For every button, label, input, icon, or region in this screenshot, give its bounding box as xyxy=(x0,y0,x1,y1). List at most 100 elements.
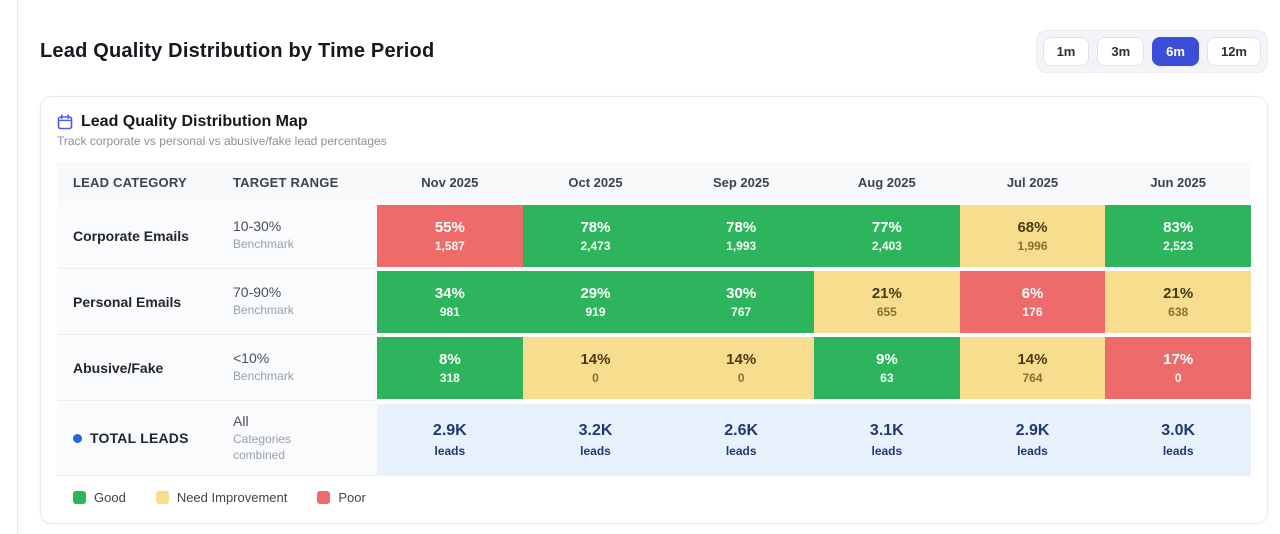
cell-count: 318 xyxy=(439,371,460,385)
total-month-cell: 3.0K leads xyxy=(1105,404,1251,477)
heatmap-cell: 8% 318 xyxy=(377,337,523,399)
cell-percentage: 78% xyxy=(580,219,611,236)
cell-percentage: 78% xyxy=(726,219,757,236)
lead-category-label: Corporate Emails xyxy=(73,227,189,244)
lead-category-label: Abusive/Fake xyxy=(73,359,164,376)
column-header-target-range: TARGET RANGE xyxy=(217,162,377,203)
heatmap-cell: 17% 0 xyxy=(1105,337,1251,399)
legend-item-good: Good xyxy=(73,490,126,505)
cell-count: 1,996 xyxy=(1017,239,1048,253)
total-leads-row: TOTAL LEADS All Categories combined 2.9K lea… xyxy=(57,401,1251,477)
total-unit-label: leads xyxy=(580,444,611,459)
heatmap-cell: 55% 1,587 xyxy=(377,205,523,267)
page-title: Lead Quality Distribution by Time Period xyxy=(40,39,435,62)
cell-percentage: 8% xyxy=(438,351,461,368)
table-row: Personal Emails 70-90% Benchmark 34% 981 29% 9… xyxy=(57,269,1251,335)
cell-percentage: 83% xyxy=(1163,219,1194,236)
total-month-cell: 2.9K leads xyxy=(377,404,523,477)
status-legend: Good Need Improvement Poor xyxy=(57,476,1251,509)
total-month-cell: 3.2K leads xyxy=(522,404,669,477)
heatmap-cell: 77% 2,403 xyxy=(814,205,960,267)
legend-swatch-poor xyxy=(317,491,331,505)
heatmap-cell: 83% 2,523 xyxy=(1105,205,1251,267)
time-range-button-3m[interactable]: 3m xyxy=(1097,36,1145,66)
target-range-value: 10-30% xyxy=(233,218,282,235)
total-month-cell: 2.6K leads xyxy=(668,404,814,477)
total-month-cell: 2.9K leads xyxy=(959,404,1106,477)
calendar-icon xyxy=(57,114,73,130)
table-header-row: LEAD CATEGORY TARGET RANGE Nov 2025 Oct 2… xyxy=(57,162,1251,203)
cell-count: 1,587 xyxy=(434,239,465,253)
legend-label: Need Improvement xyxy=(176,490,288,506)
heatmap-cell: 14% 0 xyxy=(668,337,814,399)
column-header-lead-category: LEAD CATEGORY xyxy=(57,162,217,203)
total-value: 3.2K xyxy=(578,422,613,440)
legend-item-warn: Need Improvement xyxy=(155,490,288,506)
cell-percentage: 6% xyxy=(1021,285,1044,302)
heatmap-cell: 9% 63 xyxy=(814,337,960,399)
target-range-sublabel: Benchmark xyxy=(233,237,294,252)
cell-count: 63 xyxy=(880,371,894,385)
heatmap-cell: 34% 981 xyxy=(377,271,523,333)
target-range-sublabel: Benchmark xyxy=(233,303,294,318)
total-value: 2.9K xyxy=(1015,422,1050,440)
heatmap-cell: 14% 764 xyxy=(959,337,1106,399)
total-unit-label: leads xyxy=(1162,444,1194,459)
time-range-button-1m[interactable]: 1m xyxy=(1042,36,1090,66)
column-header-month: Jun 2025 xyxy=(1105,162,1251,203)
cell-count: 0 xyxy=(1174,371,1182,385)
legend-swatch-warn xyxy=(155,491,169,505)
total-value: 3.0K xyxy=(1161,422,1196,440)
cell-count: 919 xyxy=(585,305,606,319)
target-range-cell: 70-90% Benchmark xyxy=(217,269,377,335)
cell-count: 981 xyxy=(439,305,460,319)
column-header-month: Sep 2025 xyxy=(668,162,814,203)
cell-count: 0 xyxy=(592,371,599,385)
column-header-month: Oct 2025 xyxy=(522,162,669,203)
cell-count: 764 xyxy=(1022,371,1043,385)
heatmap-cell: 30% 767 xyxy=(668,271,814,333)
heatmap-cell: 21% 655 xyxy=(814,271,960,333)
card-subtitle: Track corporate vs personal vs abusive/f… xyxy=(57,134,387,148)
target-range-cell: <10% Benchmark xyxy=(217,335,377,401)
total-value: 2.9K xyxy=(432,422,467,440)
total-unit-label: leads xyxy=(871,444,903,459)
time-range-button-6m[interactable]: 6m xyxy=(1152,36,1199,66)
heatmap-cell: 21% 638 xyxy=(1105,271,1251,333)
lead-category-cell: Corporate Emails xyxy=(57,203,217,269)
cell-percentage: 9% xyxy=(875,351,898,368)
legend-swatch-good xyxy=(73,491,86,505)
cell-count: 2,403 xyxy=(871,239,902,253)
total-target-value: All xyxy=(233,413,249,429)
table-row: Abusive/Fake <10% Benchmark 8% 318 14% 0 14% 0 9%… xyxy=(57,335,1251,401)
cell-percentage: 21% xyxy=(871,285,902,302)
cell-percentage: 29% xyxy=(580,285,611,302)
cell-count: 1,993 xyxy=(726,239,757,253)
legend-label: Good xyxy=(94,490,126,506)
page-edge-divider xyxy=(17,0,18,534)
lead-category-cell: Abusive/Fake xyxy=(57,335,217,401)
heatmap-cell: 29% 919 xyxy=(522,271,669,333)
column-header-month: Nov 2025 xyxy=(377,162,523,203)
target-range-value: <10% xyxy=(233,350,270,367)
cell-count: 2,473 xyxy=(580,239,611,253)
cell-count: 176 xyxy=(1022,305,1043,319)
cell-percentage: 30% xyxy=(726,285,757,302)
heatmap-cell: 6% 176 xyxy=(959,271,1106,333)
cell-count: 767 xyxy=(731,305,752,319)
total-leads-label-cell: TOTAL LEADS xyxy=(57,401,217,477)
target-range-sublabel: Benchmark xyxy=(233,369,294,384)
cell-percentage: 21% xyxy=(1163,285,1194,302)
target-range-cell: 10-30% Benchmark xyxy=(217,203,377,269)
cell-percentage: 14% xyxy=(726,351,757,368)
total-target-cell: All Categories combined xyxy=(217,401,377,477)
legend-item-poor: Poor xyxy=(317,490,366,505)
table-row: Corporate Emails 10-30% Benchmark 55% 1,587 7… xyxy=(57,203,1251,269)
column-header-month: Jul 2025 xyxy=(959,162,1106,203)
total-target-sublabel: Categories combined xyxy=(233,432,292,463)
cell-percentage: 68% xyxy=(1017,219,1048,236)
time-range-button-12m[interactable]: 12m xyxy=(1206,36,1261,66)
target-range-value: 70-90% xyxy=(233,284,282,301)
cell-percentage: 77% xyxy=(871,219,902,236)
